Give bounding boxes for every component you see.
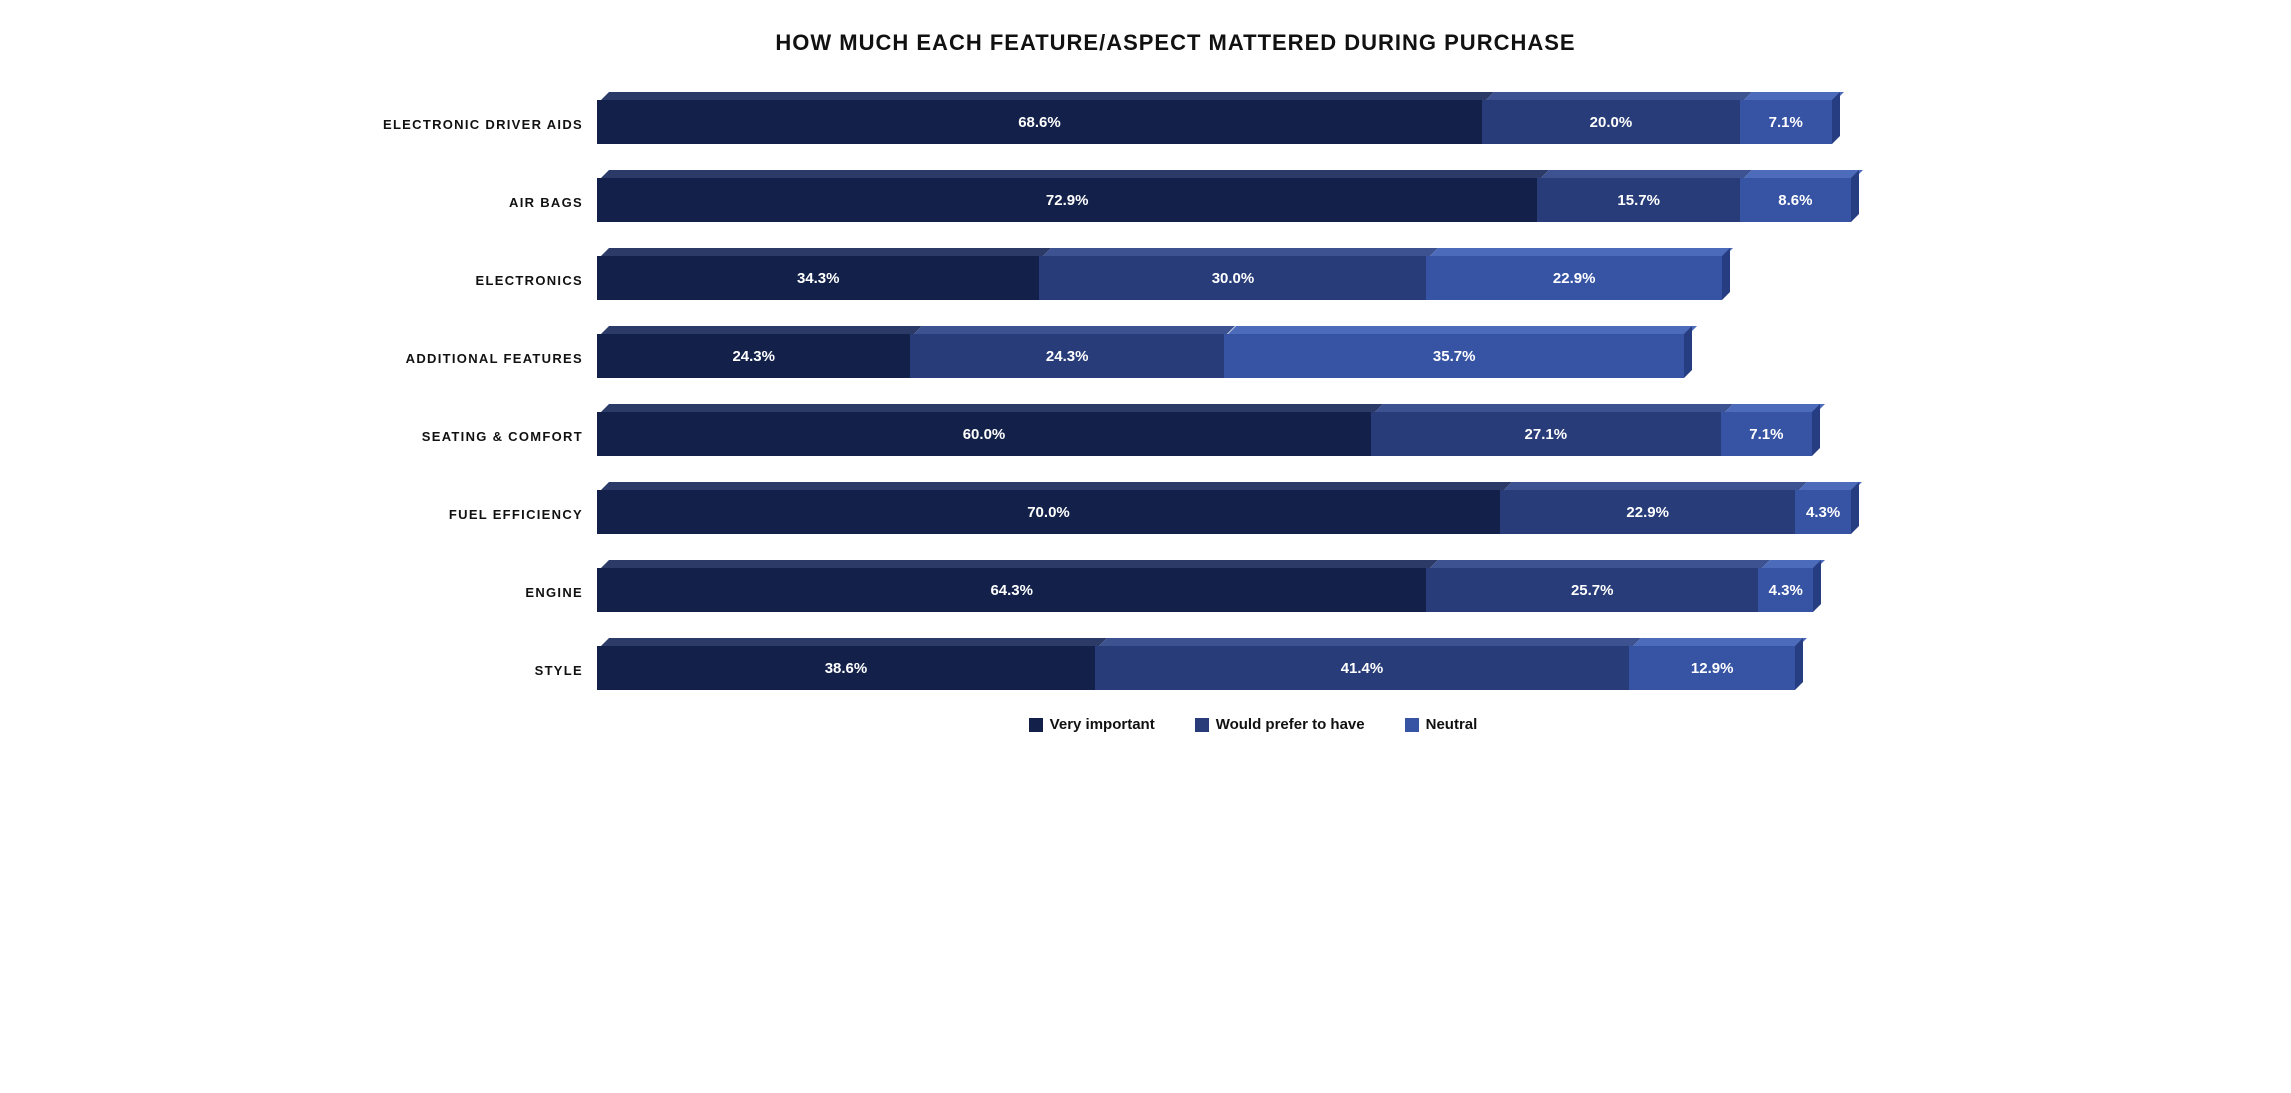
bar-segment: 68.6% — [597, 100, 1482, 144]
bar-row: 68.6%20.0%7.1% — [597, 86, 1909, 164]
bar-top-face — [1043, 248, 1438, 256]
y-axis-label: ENGINE — [382, 554, 597, 632]
bar-top-face — [1228, 326, 1697, 334]
bar-segment: 25.7% — [1426, 568, 1758, 612]
bar-top-face — [1430, 248, 1733, 256]
bar-right-face — [1812, 404, 1820, 456]
bar-right-face — [1684, 326, 1692, 378]
stacked-bar: 64.3%25.7%4.3% — [597, 568, 1813, 612]
bar-right-face — [1832, 92, 1840, 144]
bar-segment: 27.1% — [1371, 412, 1721, 456]
bar-top-face — [601, 482, 1512, 490]
bar-right-face — [1795, 638, 1803, 690]
bar-top-face — [1375, 404, 1733, 412]
y-axis-labels: ELECTRONIC DRIVER AIDSAIR BAGSELECTRONIC… — [382, 86, 597, 710]
stacked-bar: 34.3%30.0%22.9% — [597, 256, 1722, 300]
bar-segment: 70.0% — [597, 490, 1500, 534]
bars-area: 68.6%20.0%7.1%72.9%15.7%8.6%34.3%30.0%22… — [597, 86, 1909, 710]
bar-segment: 4.3% — [1758, 568, 1813, 612]
legend-item: Neutral — [1405, 716, 1478, 733]
chart-body: ELECTRONIC DRIVER AIDSAIR BAGSELECTRONIC… — [382, 86, 1909, 710]
legend-swatch — [1029, 718, 1043, 732]
bar-segment: 72.9% — [597, 178, 1537, 222]
bar-segment: 30.0% — [1039, 256, 1426, 300]
bar-right-face — [1813, 560, 1821, 612]
bar-segment: 7.1% — [1721, 412, 1813, 456]
bar-row: 70.0%22.9%4.3% — [597, 476, 1909, 554]
bar-top-face — [601, 326, 922, 334]
bar-segment: 38.6% — [597, 646, 1095, 690]
y-axis-label: ELECTRONIC DRIVER AIDS — [382, 86, 597, 164]
bar-segment: 34.3% — [597, 256, 1039, 300]
bar-top-face — [1633, 638, 1807, 646]
bar-top-face — [601, 638, 1107, 646]
bar-top-face — [1725, 404, 1825, 412]
bar-segment: 8.6% — [1740, 178, 1851, 222]
legend-swatch — [1405, 718, 1419, 732]
bar-top-face — [601, 248, 1051, 256]
bar-top-face — [1744, 170, 1863, 178]
bar-top-face — [1430, 560, 1770, 568]
bar-segment: 20.0% — [1482, 100, 1740, 144]
legend-label: Would prefer to have — [1216, 716, 1365, 733]
stacked-bar: 60.0%27.1%7.1% — [597, 412, 1812, 456]
bar-top-face — [1744, 92, 1844, 100]
y-axis-label: ELECTRONICS — [382, 242, 597, 320]
legend-label: Neutral — [1426, 716, 1478, 733]
bar-row: 72.9%15.7%8.6% — [597, 164, 1909, 242]
legend-label: Very important — [1050, 716, 1155, 733]
y-axis-label: ADDITIONAL FEATURES — [382, 320, 597, 398]
bar-row: 38.6%41.4%12.9% — [597, 632, 1909, 710]
bar-row: 64.3%25.7%4.3% — [597, 554, 1909, 632]
bar-right-face — [1722, 248, 1730, 300]
bar-segment: 4.3% — [1795, 490, 1850, 534]
bar-top-face — [601, 560, 1438, 568]
bar-top-face — [1541, 170, 1752, 178]
stacked-bar: 38.6%41.4%12.9% — [597, 646, 1795, 690]
bar-segment: 22.9% — [1426, 256, 1721, 300]
y-axis-label: SEATING & COMFORT — [382, 398, 597, 476]
bar-top-face — [1486, 92, 1752, 100]
bar-segment: 12.9% — [1629, 646, 1795, 690]
stacked-bar: 68.6%20.0%7.1% — [597, 100, 1832, 144]
bar-top-face — [601, 404, 1383, 412]
legend-item: Would prefer to have — [1195, 716, 1365, 733]
bar-segment: 15.7% — [1537, 178, 1740, 222]
y-axis-label: STYLE — [382, 632, 597, 710]
bar-segment: 35.7% — [1224, 334, 1685, 378]
bar-segment: 7.1% — [1740, 100, 1832, 144]
bar-top-face — [601, 92, 1494, 100]
bar-segment: 64.3% — [597, 568, 1426, 612]
bar-segment: 24.3% — [910, 334, 1223, 378]
stacked-bar: 72.9%15.7%8.6% — [597, 178, 1851, 222]
feature-importance-chart: HOW MUCH EACH FEATURE/ASPECT MATTERED DU… — [382, 30, 1909, 733]
stacked-bar: 24.3%24.3%35.7% — [597, 334, 1684, 378]
bar-row: 60.0%27.1%7.1% — [597, 398, 1909, 476]
chart-title: HOW MUCH EACH FEATURE/ASPECT MATTERED DU… — [382, 30, 1909, 56]
y-axis-label: AIR BAGS — [382, 164, 597, 242]
bar-right-face — [1851, 482, 1859, 534]
chart-legend: Very important Would prefer to have Neutra… — [382, 716, 1909, 733]
bar-right-face — [1851, 170, 1859, 222]
bar-row: 34.3%30.0%22.9% — [597, 242, 1909, 320]
bar-top-face — [601, 170, 1549, 178]
bar-segment: 24.3% — [597, 334, 910, 378]
bar-segment: 41.4% — [1095, 646, 1629, 690]
bar-row: 24.3%24.3%35.7% — [597, 320, 1909, 398]
legend-item: Very important — [1029, 716, 1155, 733]
bar-segment: 60.0% — [597, 412, 1371, 456]
bar-top-face — [914, 326, 1235, 334]
legend-swatch — [1195, 718, 1209, 732]
bar-top-face — [1099, 638, 1641, 646]
bar-segment: 22.9% — [1500, 490, 1795, 534]
stacked-bar: 70.0%22.9%4.3% — [597, 490, 1851, 534]
bar-top-face — [1504, 482, 1807, 490]
y-axis-label: FUEL EFFICIENCY — [382, 476, 597, 554]
